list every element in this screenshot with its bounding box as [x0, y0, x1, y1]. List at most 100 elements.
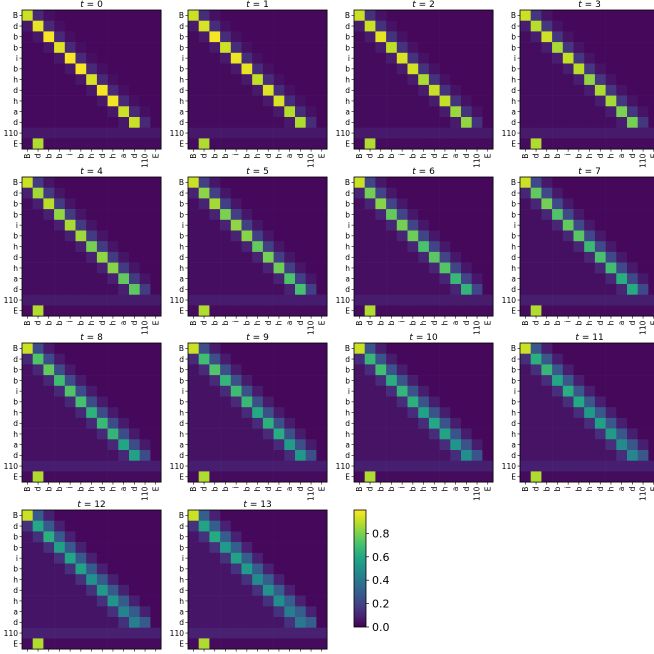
- panel-title: t = 12: [77, 500, 105, 510]
- heatmap-cell: [75, 63, 87, 75]
- heatmap-cell: [273, 531, 285, 543]
- heatmap-cell: [305, 520, 317, 532]
- panel-title-value: 1: [263, 0, 269, 10]
- y-tick-label: d: [179, 586, 184, 595]
- heatmap-cell: [386, 262, 398, 274]
- heatmap-cell: [584, 42, 596, 54]
- heatmap-cell: [107, 230, 119, 242]
- heatmap-cell: [461, 251, 472, 263]
- heatmap-cell: [241, 385, 253, 397]
- y-tick-label: d: [179, 419, 184, 428]
- heatmap-cell: [230, 251, 242, 263]
- heatmap-cell: [262, 563, 274, 575]
- heatmap-cell: [241, 407, 253, 419]
- heatmap-cell: [605, 31, 617, 43]
- heatmap-cell: [471, 460, 483, 472]
- heatmap-cell: [584, 375, 596, 387]
- heatmap-cell: [295, 510, 306, 521]
- heatmap-cell: [273, 407, 285, 419]
- heatmap-cell: [354, 198, 365, 210]
- x-tick-label: i: [564, 154, 573, 156]
- heatmap-cell: [32, 42, 44, 54]
- heatmap-cell: [316, 294, 328, 306]
- heatmap-cell: [220, 219, 232, 231]
- x-tick-label: 110: [307, 153, 316, 168]
- heatmap-cell: [482, 177, 494, 188]
- panel-title-eq: =: [84, 167, 97, 177]
- heatmap-cell: [396, 198, 408, 210]
- heatmap-cell: [562, 138, 574, 150]
- x-tick-label: a: [617, 154, 626, 159]
- heatmap-cell: [118, 595, 130, 607]
- heatmap-cell: [648, 450, 654, 461]
- heatmap-cell: [230, 74, 242, 86]
- heatmap-cell: [627, 343, 638, 354]
- heatmap-cell: [64, 262, 76, 274]
- heatmap-cell: [295, 563, 306, 575]
- heatmap-cell: [129, 63, 140, 75]
- heatmap-cell: [198, 364, 210, 376]
- heatmap-cell: [118, 138, 130, 150]
- y-tick-label: B: [179, 511, 184, 520]
- heatmap-cell: [305, 563, 317, 575]
- heatmap-cell: [482, 450, 494, 461]
- heatmap-cell: [284, 563, 296, 575]
- heatmap-cell: [428, 138, 440, 150]
- heatmap-cell: [418, 364, 430, 376]
- heatmap-cell: [107, 305, 119, 317]
- heatmap-cell: [648, 187, 654, 199]
- heatmap-cell: [75, 353, 87, 365]
- heatmap-cell: [96, 520, 108, 532]
- heatmap-cell: [573, 460, 585, 472]
- heatmap-cell: [220, 407, 232, 419]
- heatmap-cell: [552, 343, 564, 354]
- heatmap-cell: [43, 117, 55, 128]
- heatmap-cell: [552, 74, 564, 86]
- heatmap-cell: [96, 241, 108, 253]
- y-tick-label: h: [511, 97, 516, 106]
- heatmap-cell: [305, 542, 317, 554]
- heatmap-cell: [209, 305, 221, 317]
- heatmap-cell: [118, 95, 130, 107]
- y-tick-label: d: [179, 86, 184, 95]
- heatmap-cell: [584, 343, 596, 354]
- heatmap-cell: [520, 305, 531, 317]
- heatmap-cell: [520, 106, 531, 118]
- heatmap-cell: [118, 385, 130, 397]
- heatmap-cell: [354, 353, 365, 365]
- heatmap-cell: [220, 450, 232, 461]
- heatmap-cell: [461, 241, 472, 253]
- heatmap-cell: [32, 305, 44, 317]
- x-tick-label: B: [355, 321, 364, 326]
- heatmap-cell: [118, 460, 130, 472]
- y-tick-label: h: [511, 264, 516, 273]
- heatmap-cell: [637, 127, 649, 139]
- heatmap-cell: [64, 638, 76, 650]
- heatmap-cell: [482, 117, 494, 128]
- heatmap-cell: [139, 520, 151, 532]
- heatmap-cell: [396, 219, 408, 231]
- heatmap-cell: [220, 542, 232, 554]
- heatmap-cell: [43, 273, 55, 285]
- heatmap-cell: [150, 262, 162, 274]
- heatmap-cell: [150, 117, 162, 128]
- heatmap-cell: [75, 627, 87, 639]
- heatmap-cell: [230, 450, 242, 461]
- heatmap-cell: [129, 531, 140, 543]
- heatmap-cell: [241, 606, 253, 618]
- heatmap-cell: [584, 439, 596, 451]
- heatmap-cell: [520, 471, 531, 483]
- heatmap-cell: [43, 84, 55, 96]
- heatmap-cell: [262, 520, 274, 532]
- heatmap-cell: [107, 262, 119, 274]
- heatmap-cell: [428, 84, 440, 96]
- heatmap-cell: [530, 428, 542, 440]
- heatmap-cell: [220, 251, 232, 263]
- heatmap-cell: [43, 284, 55, 295]
- heatmap-cell: [188, 606, 199, 618]
- heatmap-cell: [107, 595, 119, 607]
- heatmap-cell: [562, 230, 574, 242]
- heatmap-cell: [96, 385, 108, 397]
- heatmap-cell: [364, 106, 376, 118]
- heatmap-cell: [418, 177, 430, 188]
